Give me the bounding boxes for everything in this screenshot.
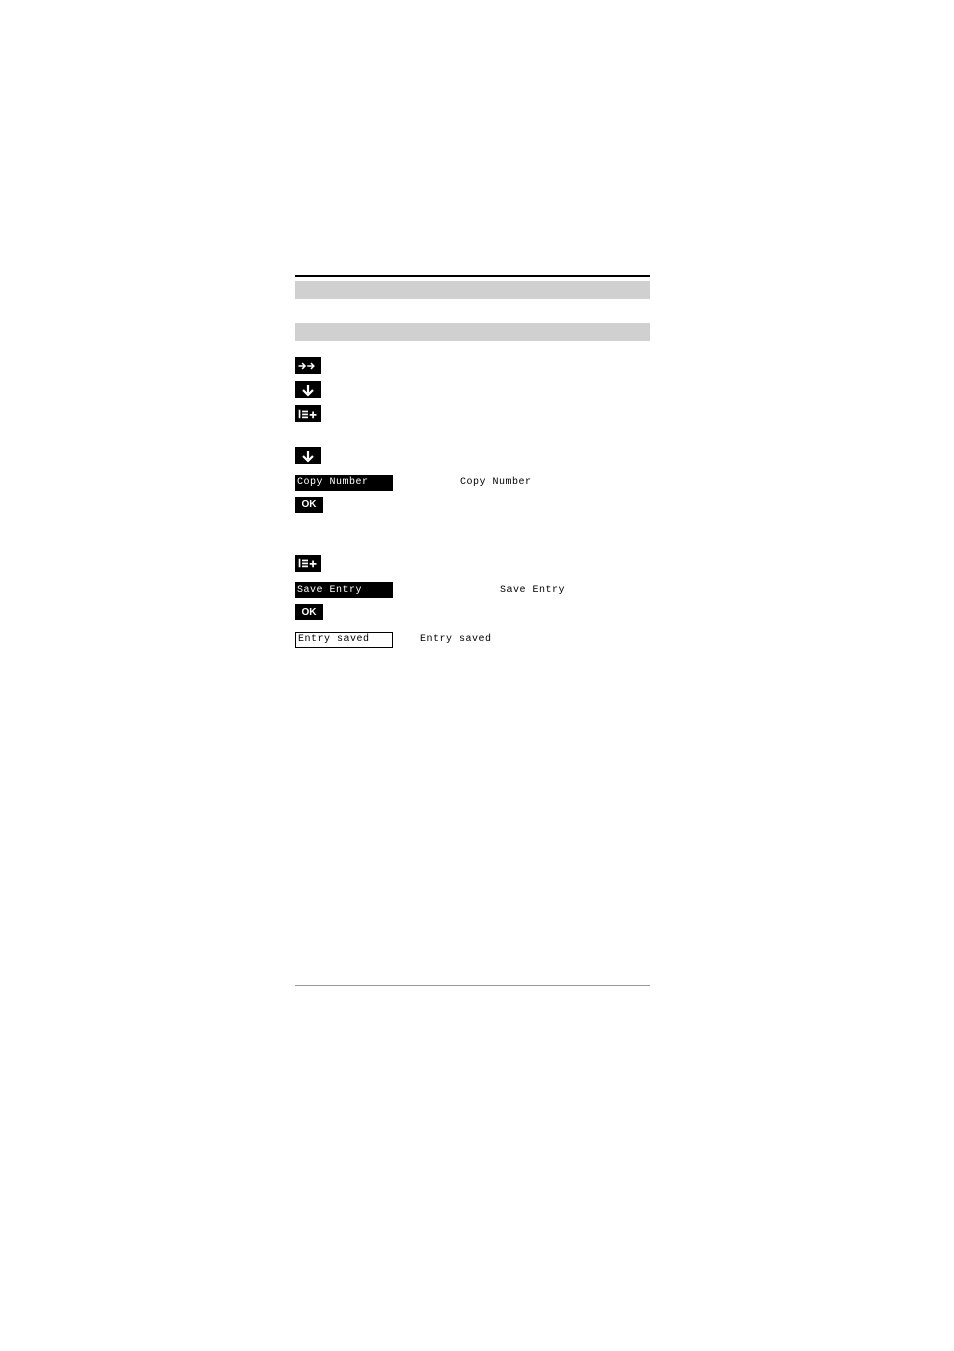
entry-saved-label: Entry saved [420, 632, 492, 648]
redial-arrows-icon[interactable] [295, 357, 321, 374]
copy-number-label: Copy Number [460, 475, 532, 491]
ok-button[interactable]: OK [295, 497, 323, 513]
down-arrow-icon[interactable] [295, 381, 321, 398]
menu-plus-icon[interactable] [295, 555, 321, 572]
bottom-divider [295, 985, 650, 986]
save-entry-label: Save Entry [500, 582, 565, 598]
menu-plus-icon[interactable] [295, 405, 321, 422]
gray-header-bar-1 [295, 281, 650, 299]
top-divider [295, 275, 650, 277]
gray-header-bar-2 [295, 323, 650, 341]
content-area: Copy Number Copy Number OK Save Entry Sa… [295, 275, 650, 654]
ok-button[interactable]: OK [295, 604, 323, 620]
save-entry-button[interactable]: Save Entry [295, 582, 393, 598]
copy-number-button[interactable]: Copy Number [295, 475, 393, 491]
entry-saved-status: Entry saved [295, 632, 393, 648]
down-arrow-icon[interactable] [295, 447, 321, 464]
